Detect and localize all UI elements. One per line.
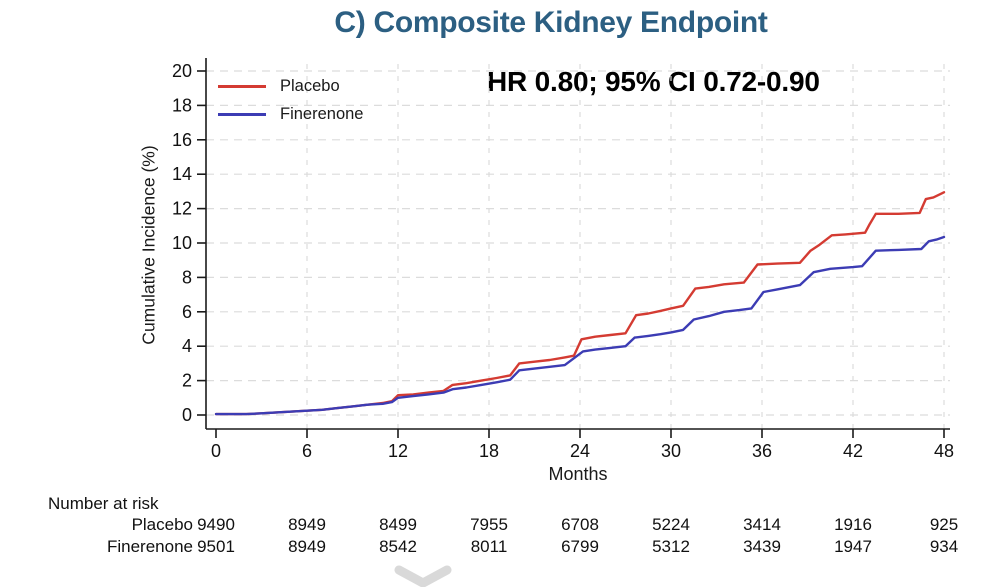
x-tick-label: 24 — [570, 441, 590, 461]
x-tick-label: 0 — [211, 441, 221, 461]
y-tick-label: 4 — [182, 336, 192, 356]
risk-value: 1947 — [834, 537, 872, 556]
y-tick-label: 0 — [182, 405, 192, 425]
y-tick-label: 12 — [172, 199, 192, 219]
legend: Placebo Finerenone — [218, 72, 363, 128]
x-tick-label: 42 — [843, 441, 863, 461]
y-tick-label: 10 — [172, 233, 192, 253]
risk-value: 9501 — [197, 537, 235, 556]
watermark-chevron-icon — [394, 565, 452, 587]
legend-label-placebo: Placebo — [280, 76, 340, 95]
risk-value: 5312 — [652, 537, 690, 556]
legend-item-placebo: Placebo — [218, 72, 363, 100]
risk-row-label-finerenone: Finerenone — [106, 537, 193, 556]
risk-value: 6799 — [561, 537, 599, 556]
x-tick-label: 6 — [302, 441, 312, 461]
x-tick-label: 30 — [661, 441, 681, 461]
placebo-line-swatch-icon — [218, 84, 266, 88]
y-tick-label: 2 — [182, 371, 192, 391]
x-tick-label: 36 — [752, 441, 772, 461]
risk-value: 8949 — [288, 537, 326, 556]
risk-value: 1916 — [834, 515, 872, 534]
y-tick-label: 18 — [172, 95, 192, 115]
legend-item-finerenone: Finerenone — [218, 100, 363, 128]
x-axis-title: Months — [548, 464, 608, 484]
y-tick-label: 8 — [182, 267, 192, 287]
y-tick-label: 16 — [172, 130, 192, 150]
risk-value: 5224 — [652, 515, 690, 534]
risk-value: 8949 — [288, 515, 326, 534]
chart-title: C) Composite Kidney Endpoint — [334, 6, 768, 39]
x-tick-label: 48 — [934, 441, 954, 461]
y-tick-label: 20 — [172, 61, 192, 81]
risk-value: 3439 — [743, 537, 781, 556]
risk-value: 7955 — [470, 515, 508, 534]
risk-row-label-placebo: Placebo — [131, 515, 193, 534]
risk-value: 6708 — [561, 515, 599, 534]
legend-label-finerenone: Finerenone — [280, 104, 364, 123]
risk-value: 8542 — [379, 537, 417, 556]
risk-value: 934 — [929, 537, 959, 556]
risk-value: 8011 — [470, 537, 508, 556]
x-tick-label: 12 — [388, 441, 408, 461]
number-at-risk-header: Number at risk — [48, 494, 159, 513]
x-tick-label: 18 — [479, 441, 499, 461]
y-tick-label: 14 — [172, 164, 192, 184]
finerenone-curve — [214, 235, 946, 416]
finerenone-line-swatch-icon — [218, 112, 266, 116]
risk-value: 3414 — [743, 515, 781, 534]
y-tick-label: 6 — [182, 302, 192, 322]
risk-value: 8499 — [379, 515, 417, 534]
risk-value: 925 — [929, 515, 959, 534]
risk-value: 9490 — [197, 515, 235, 534]
